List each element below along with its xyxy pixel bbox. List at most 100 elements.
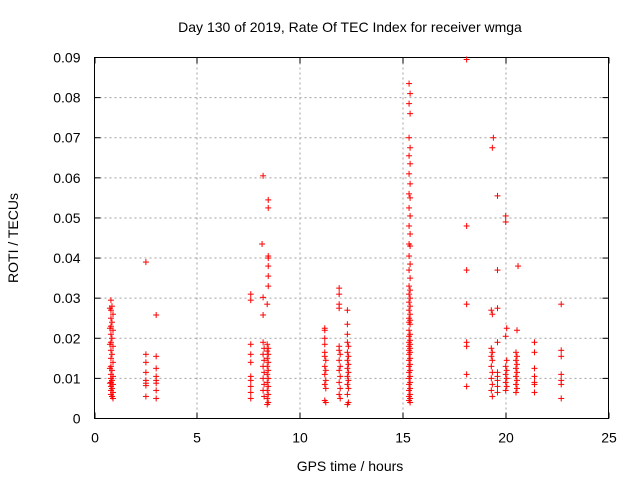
data-point <box>153 395 160 402</box>
data-point <box>488 307 495 314</box>
data-point <box>336 379 343 386</box>
data-point <box>337 363 344 370</box>
data-point <box>142 259 149 266</box>
y-tick-label: 0 <box>73 411 81 427</box>
data-point <box>503 375 510 382</box>
data-point <box>336 305 343 312</box>
data-point <box>344 357 351 364</box>
data-point <box>344 349 351 356</box>
data-point <box>106 380 113 387</box>
data-point <box>260 294 267 301</box>
data-point <box>531 339 538 346</box>
data-point <box>406 253 413 260</box>
data-point <box>142 369 149 376</box>
data-point <box>406 369 413 376</box>
data-point <box>407 399 414 406</box>
data-point <box>512 389 519 396</box>
data-point <box>321 335 328 342</box>
data-point <box>503 367 510 374</box>
data-point <box>514 377 521 384</box>
data-point <box>463 371 470 378</box>
data-point <box>260 375 267 382</box>
data-point <box>406 363 413 370</box>
data-point <box>107 297 114 304</box>
data-point <box>264 355 271 362</box>
data-point <box>512 381 519 388</box>
data-point <box>488 375 495 382</box>
data-point <box>494 267 501 274</box>
chart-title: Day 130 of 2019, Rate Of TEC Index for r… <box>178 19 522 35</box>
data-point <box>142 382 149 389</box>
data-point <box>463 267 470 274</box>
data-point <box>558 371 565 378</box>
data-point <box>322 399 329 406</box>
data-point <box>247 377 254 384</box>
data-point <box>406 134 413 141</box>
data-point <box>344 331 351 338</box>
data-point <box>514 385 521 392</box>
data-point <box>142 359 149 366</box>
data-point <box>502 387 509 394</box>
data-point <box>514 369 521 376</box>
data-point <box>407 230 414 237</box>
y-tick-label: 0.05 <box>53 210 80 226</box>
data-point <box>406 327 413 334</box>
data-point <box>406 100 413 107</box>
data-point <box>336 285 343 292</box>
data-point <box>336 367 343 374</box>
data-point <box>407 110 414 117</box>
data-point <box>407 321 414 328</box>
axis-ticks <box>94 57 610 419</box>
data-point <box>406 333 413 340</box>
data-point <box>558 381 565 388</box>
data-point <box>558 353 565 360</box>
data-point <box>264 379 271 386</box>
data-point <box>489 393 496 400</box>
data-point <box>490 134 497 141</box>
data-point <box>503 325 510 332</box>
data-point <box>406 307 413 314</box>
data-point <box>531 349 538 356</box>
data-point <box>247 359 254 366</box>
y-axis-tick-labels: 0 0.01 0.02 0.03 0.04 0.05 0.06 0.07 0.08 0.09 <box>53 50 80 427</box>
data-point <box>264 363 271 370</box>
data-point <box>494 192 501 199</box>
data-point <box>406 291 413 298</box>
data-point <box>406 267 413 274</box>
data-point <box>110 343 117 350</box>
x-tick-label: 0 <box>91 430 99 446</box>
data-point <box>558 301 565 308</box>
data-point <box>344 401 351 408</box>
data-point <box>407 90 414 97</box>
data-point <box>406 351 413 358</box>
data-point <box>321 327 328 334</box>
data-point <box>322 385 329 392</box>
data-point <box>502 363 509 370</box>
data-point <box>463 222 470 229</box>
data-point <box>406 190 413 197</box>
data-point <box>489 311 496 318</box>
data-point <box>107 347 114 354</box>
data-point <box>494 377 501 384</box>
data-point <box>106 305 113 312</box>
data-point <box>265 359 272 366</box>
data-point <box>336 391 343 398</box>
y-tick-label: 0.01 <box>53 370 80 386</box>
data-point <box>336 291 343 298</box>
x-tick-label: 5 <box>193 430 201 446</box>
x-axis-label: GPS time / hours <box>297 458 404 474</box>
data-point <box>463 343 470 350</box>
data-point <box>265 273 272 280</box>
data-point <box>264 348 271 355</box>
x-tick-label: 25 <box>601 430 617 446</box>
data-point <box>247 389 254 396</box>
data-point <box>512 349 519 356</box>
data-point <box>502 371 509 378</box>
data-point <box>110 395 117 402</box>
data-point <box>407 144 414 151</box>
data-point <box>110 359 117 366</box>
data-point <box>406 222 413 229</box>
plot-frame <box>94 57 609 419</box>
data-point <box>336 357 343 364</box>
